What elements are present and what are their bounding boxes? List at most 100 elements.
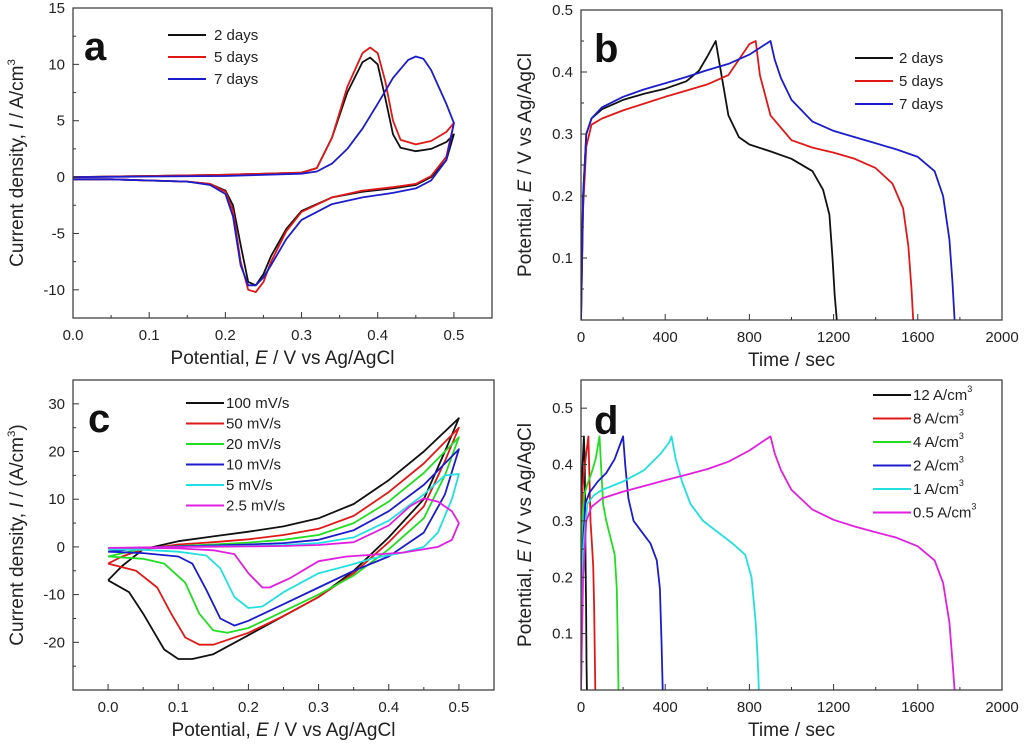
x-tick-label-d: 800 [737,699,762,716]
legend-label-d-4: 1 A/cm3 [913,478,964,498]
y-tick-label-c: 20 [48,444,65,461]
panel-d: 0 400 800 1200 1600 2000 0.1 0.2 0.3 0.4 0.5 Time /… [515,379,1019,741]
x-tick-label-c: 0.1 [168,699,189,716]
series-line-d-4 [581,435,760,690]
y-tick-label-b: 0.2 [552,188,573,205]
x-axis-title-c: Potential, E / V vs Ag/AgCl [172,720,396,741]
x-tick-label-d: 1600 [901,699,934,716]
x-tick-label-a: 0.2 [215,327,236,344]
panel-b: 0 400 800 1200 1600 2000 0.1 0.2 0.3 0.4 0.5 Time /… [515,2,1019,371]
x-tick-label-a: 0.5 [443,327,464,344]
y-axis-title-b: Potential, E / V vs Ag/AgCl [515,53,536,277]
legend-a: 2 days 5 days 7 days [168,27,258,88]
y-tick-label-a: 15 [48,0,65,17]
x-axis-title-d: Time / sec [748,720,835,741]
legend-label-c-1: 50 mV/s [226,416,281,433]
legend-label-d-5: 0.5 A/cm3 [913,502,976,522]
series-line-a-0 [73,56,455,287]
legend-label-b-1: 5 days [899,73,943,90]
series-line-a-2 [73,55,455,287]
x-tick-label-a: 0.0 [63,327,84,344]
x-tick-label-d: 400 [653,699,678,716]
y-tick-label-d: 0.5 [552,400,573,417]
x-tick-label-a: 0.3 [291,327,312,344]
y-tick-label-d: 0.3 [552,513,573,530]
y-axis-title-c: Current density, I / (A/cm3) [6,424,28,645]
y-tick-label-c: -20 [43,634,65,651]
y-axis-title-d: Potential, E / V vs Ag/AgCl [515,423,536,647]
panel-letter-b: b [594,27,618,71]
x-tick-label-a: 0.4 [367,327,388,344]
series-line-c-2 [107,436,460,634]
legend-label-c-4: 5 mV/s [226,477,273,494]
y-tick-label-b: 0.3 [552,126,573,143]
series-line-d-2 [581,435,620,690]
series-line-c-5 [108,497,460,589]
y-tick-label-b: 0.4 [552,64,573,81]
x-tick-label-c: 0.3 [308,699,329,716]
x-tick-label-a: 0.1 [139,327,160,344]
y-tick-label-c: -10 [43,587,65,604]
x-tick-label-d: 2000 [985,699,1018,716]
series-line-d-3 [581,435,664,690]
x-tick-label-b: 400 [653,329,678,346]
legend-label-c-3: 10 mV/s [226,457,281,474]
series-line-b-2 [581,40,956,320]
legend-label-d-3: 2 A/cm3 [913,455,964,475]
series-line-b-0 [581,40,838,320]
x-tick-label-d: 0 [577,699,585,716]
x-tick-label-b: 1200 [817,329,850,346]
legend-label-a-2: 7 days [214,71,258,88]
series-line-d-1 [581,435,597,690]
y-tick-label-d: 0.4 [552,457,573,474]
series-line-a-1 [73,46,455,294]
legend-b: 2 days 5 days 7 days [855,50,943,113]
series-line-c-3 [108,448,460,627]
plot-frame-a [72,7,493,319]
series-line-d-5 [581,435,956,690]
x-tick-label-b: 0 [577,329,585,346]
x-tick-label-d: 1200 [817,699,850,716]
x-tick-label-c: 0.0 [98,699,119,716]
legend-d: 12 A/cm3 8 A/cm3 4 A/cm3 2 A/cm3 1 A/cm3 0.5 … [873,384,976,522]
series-line-c-4 [108,473,460,609]
panel-letter-d: d [594,399,618,443]
panel-c: 0.0 0.1 0.2 0.3 0.4 0.5 -20 -10 0 10 20 30 Potential… [6,379,495,741]
legend-label-d-2: 4 A/cm3 [913,431,964,451]
y-tick-label-d: 0.2 [552,569,573,586]
y-tick-label-c: 30 [48,396,65,413]
y-tick-label-c: 10 [48,491,65,508]
legend-label-d-0: 12 A/cm3 [913,384,972,404]
x-tick-label-b: 2000 [985,329,1018,346]
x-tick-label-b: 800 [737,329,762,346]
x-tick-label-c: 0.4 [378,699,399,716]
legend-label-b-0: 2 days [899,50,943,67]
series-line-b-1 [581,40,915,320]
y-tick-label-b: 0.1 [552,250,573,267]
panel-letter-c: c [88,397,110,441]
y-tick-label-a: 10 [48,56,65,73]
legend-label-b-2: 7 days [899,96,943,113]
panel-a: 0.0 0.1 0.2 0.3 0.4 0.5 -10 -5 0 5 10 15 Potential, … [6,0,493,369]
legend-label-c-0: 100 mV/s [226,395,289,412]
panel-letter-a: a [84,25,107,69]
x-axis-title-a: Potential, E / V vs Ag/AgCl [171,348,395,369]
y-tick-label-b: 0.5 [552,2,573,19]
x-axis-title-b: Time / sec [748,350,835,371]
x-tick-label-c: 0.5 [448,699,469,716]
y-tick-label-a: 0 [57,169,65,186]
x-tick-label-c: 0.2 [238,699,259,716]
y-tick-label-a: 5 [57,113,65,130]
y-tick-label-a: -5 [52,225,65,242]
x-tick-label-b: 1600 [901,329,934,346]
y-axis-title-a: Current density, I / A/cm3 [6,59,28,267]
y-tick-label-a: -10 [43,282,65,299]
legend-label-c-5: 2.5 mV/s [226,498,285,515]
legend-c: 100 mV/s 50 mV/s 20 mV/s 10 mV/s 5 mV/s 2.5 m… [186,395,289,515]
legend-label-c-2: 20 mV/s [226,436,281,453]
legend-label-d-1: 8 A/cm3 [913,408,964,428]
y-tick-label-c: 0 [57,539,65,556]
series-line-c-0 [107,417,460,660]
legend-label-a-1: 5 days [214,49,258,66]
